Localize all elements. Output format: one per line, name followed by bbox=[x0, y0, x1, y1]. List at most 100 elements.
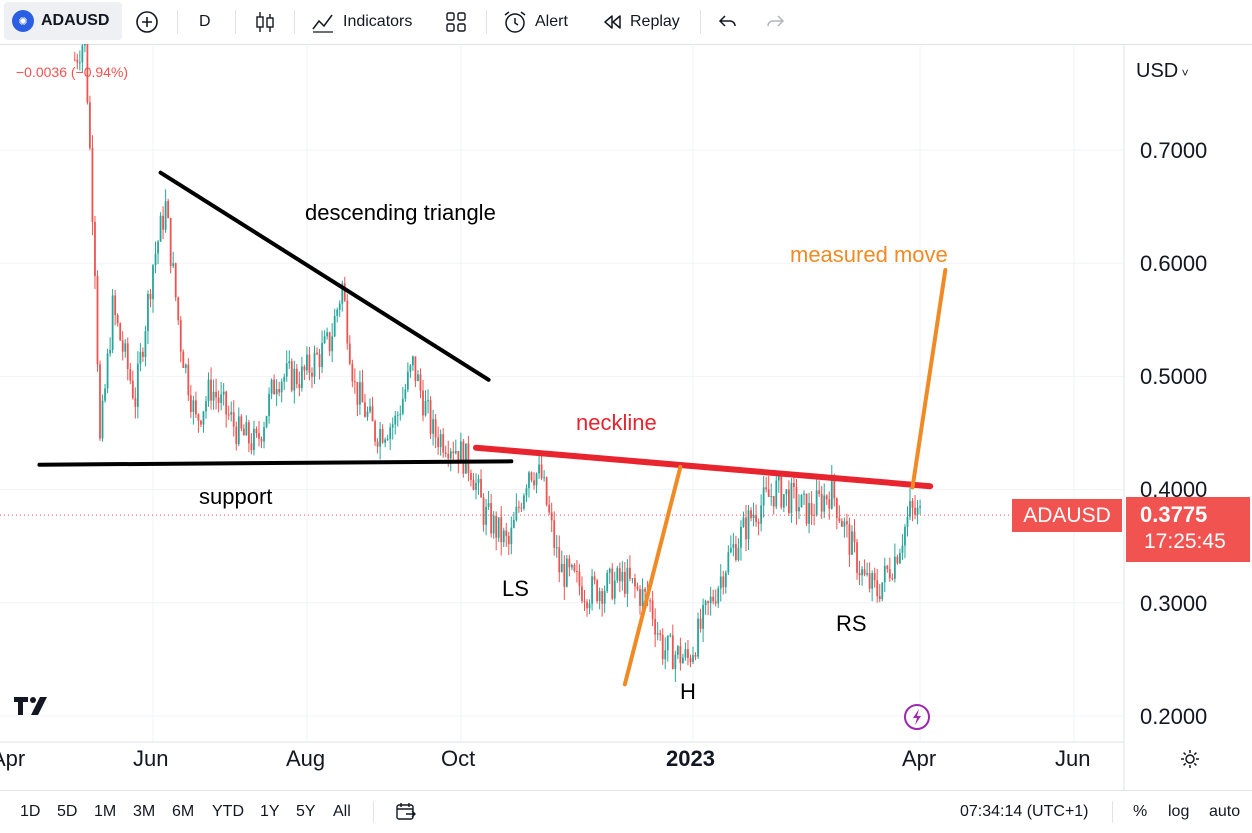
candle-body bbox=[353, 381, 356, 383]
indicators-button[interactable]: Indicators bbox=[310, 0, 412, 44]
candle-body bbox=[820, 493, 823, 512]
candle-body bbox=[644, 588, 646, 592]
candle-body bbox=[283, 376, 286, 382]
candle-body bbox=[717, 588, 720, 604]
compare-symbol-button[interactable] bbox=[134, 0, 160, 44]
candle-body bbox=[472, 479, 475, 490]
candle-body bbox=[866, 573, 869, 575]
candle-body bbox=[278, 389, 281, 393]
candle-body bbox=[207, 379, 210, 402]
price-chart[interactable] bbox=[0, 44, 1252, 790]
candle-body bbox=[134, 397, 137, 407]
candle-body bbox=[412, 356, 414, 366]
log-scale-toggle[interactable]: log bbox=[1168, 803, 1190, 820]
candle-body bbox=[260, 438, 263, 442]
chart-grid bbox=[0, 44, 1124, 742]
candle-body bbox=[396, 414, 399, 416]
candle-body bbox=[871, 573, 874, 589]
range-ytd[interactable]: YTD bbox=[212, 803, 244, 820]
candle-body bbox=[452, 451, 455, 454]
candle-body bbox=[515, 506, 518, 521]
candle-body bbox=[772, 495, 775, 507]
range-1m[interactable]: 1M bbox=[94, 803, 117, 820]
range-all[interactable]: All bbox=[333, 803, 351, 820]
candle-body bbox=[676, 646, 679, 655]
plus-circle-icon bbox=[136, 11, 158, 33]
candle-body bbox=[848, 524, 851, 555]
candle-body bbox=[795, 487, 798, 512]
support-line bbox=[37, 459, 514, 467]
candle-body bbox=[586, 601, 588, 609]
range-6m[interactable]: 6M bbox=[172, 803, 195, 820]
candle-body bbox=[116, 315, 119, 324]
candle-body bbox=[462, 441, 465, 474]
replay-button[interactable]: Replay bbox=[601, 0, 680, 44]
candle-body bbox=[467, 443, 470, 474]
candle-body bbox=[376, 441, 379, 447]
candle-body bbox=[538, 464, 540, 474]
candle-body bbox=[601, 591, 604, 604]
tradingview-logo[interactable] bbox=[14, 697, 52, 720]
annotation-measured-move: measured move bbox=[790, 242, 948, 267]
candle-body bbox=[142, 351, 144, 357]
currency-dropdown[interactable]: USD ˅ bbox=[1136, 60, 1189, 83]
candle-body bbox=[656, 633, 659, 635]
candle-body bbox=[119, 323, 122, 341]
timezone-clock[interactable]: 07:34:14 (UTC+1) bbox=[960, 803, 1089, 820]
candle-body bbox=[581, 586, 583, 602]
candle-body bbox=[702, 605, 704, 629]
range-5y[interactable]: 5Y bbox=[296, 803, 316, 820]
range-1y[interactable]: 1Y bbox=[260, 803, 280, 820]
chart-settings-button[interactable] bbox=[1179, 748, 1201, 775]
candle-body bbox=[303, 366, 306, 371]
candle-body bbox=[813, 514, 816, 516]
candle-body bbox=[308, 354, 311, 373]
percent-scale-toggle[interactable]: % bbox=[1133, 803, 1148, 820]
candle-body bbox=[348, 343, 351, 364]
candle-body bbox=[379, 429, 382, 447]
alert-button[interactable]: Alert bbox=[502, 0, 568, 44]
symbol-search-button[interactable]: ✺ ADAUSD bbox=[4, 2, 122, 40]
candle-body bbox=[767, 489, 770, 497]
candle-body bbox=[179, 320, 182, 352]
candle-body bbox=[649, 600, 652, 602]
undo-button[interactable] bbox=[717, 0, 739, 44]
candle-body bbox=[752, 514, 755, 519]
candle-body bbox=[215, 391, 217, 398]
candle-body bbox=[306, 354, 308, 371]
candle-body bbox=[154, 253, 157, 266]
candle-body bbox=[422, 390, 424, 416]
candle-body bbox=[629, 567, 631, 579]
candle-body bbox=[189, 395, 192, 412]
range-5d[interactable]: 5D bbox=[57, 803, 78, 820]
auto-scale-toggle[interactable]: auto bbox=[1209, 803, 1241, 820]
candle-body bbox=[808, 503, 810, 524]
candle-body bbox=[697, 618, 699, 657]
candle-body bbox=[263, 427, 265, 442]
currency-label: USD bbox=[1136, 60, 1179, 82]
candle-body bbox=[177, 297, 180, 321]
go-to-date-button[interactable] bbox=[395, 801, 417, 828]
chart-type-button[interactable] bbox=[253, 0, 277, 44]
events-button[interactable] bbox=[903, 703, 931, 736]
interval-button[interactable]: D bbox=[199, 0, 211, 44]
redo-button[interactable] bbox=[764, 0, 786, 44]
bottom-divider bbox=[373, 801, 374, 823]
candle-body bbox=[114, 295, 117, 316]
candle-body bbox=[904, 526, 906, 546]
symbol-price-tag: ADAUSD bbox=[1012, 499, 1122, 532]
candle-body bbox=[694, 655, 697, 657]
drawings-layer[interactable] bbox=[37, 170, 948, 687]
candle-body bbox=[861, 569, 863, 576]
candle-body bbox=[545, 477, 548, 505]
candle-body bbox=[111, 295, 114, 350]
candle-body bbox=[631, 578, 634, 580]
candle-body bbox=[139, 351, 142, 364]
candle-body bbox=[437, 437, 440, 448]
range-3m[interactable]: 3M bbox=[133, 803, 156, 820]
range-1d[interactable]: 1D bbox=[20, 803, 41, 820]
candle-body bbox=[661, 634, 664, 660]
replay-label: Replay bbox=[630, 13, 680, 30]
candle-body bbox=[470, 473, 472, 480]
templates-button[interactable] bbox=[445, 0, 467, 44]
